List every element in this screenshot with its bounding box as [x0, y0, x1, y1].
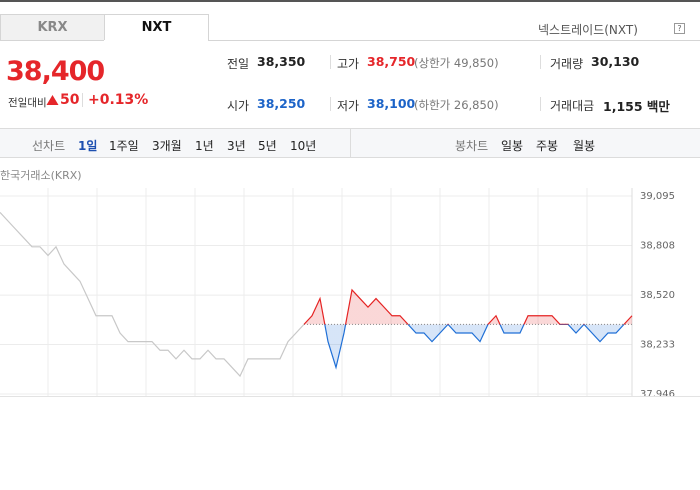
change: 50 — [60, 92, 80, 108]
stat-value: 30,130 — [591, 54, 640, 69]
y-tick-label: 39,095 — [640, 191, 675, 202]
chart-area: 한국거래소(KRX) 39,095 38,808 38,520 38,233 37,94… — [0, 158, 700, 397]
candle-chart-label: 봉차트 — [455, 139, 489, 153]
sep — [540, 97, 541, 111]
period-button[interactable]: 1년 — [195, 139, 214, 153]
line — [0, 211, 305, 378]
period-button[interactable]: 주봉 — [536, 139, 559, 153]
period-button[interactable]: 월봉 — [573, 139, 596, 153]
sep — [330, 55, 331, 69]
period-button[interactable]: 1주일 — [109, 139, 139, 153]
period-button[interactable]: 3개월 — [152, 139, 182, 153]
sep — [540, 55, 541, 69]
period-button[interactable]: 3년 — [227, 139, 246, 153]
stat-label: 거래량 — [550, 57, 584, 71]
stat-label: 시가 — [227, 99, 250, 113]
y-tick-label: 38,520 — [640, 290, 675, 301]
line-chart-label: 선차트 — [32, 139, 66, 153]
stat-note: (상한가 49,850) — [414, 56, 499, 70]
up-triangle — [46, 95, 59, 105]
change-label: 전일대비 — [8, 97, 47, 109]
stat-label: 전일 — [227, 57, 250, 71]
tab-gap — [104, 40, 208, 41]
stat-value: 38,750 — [367, 54, 416, 69]
sep — [330, 97, 331, 111]
period-button[interactable]: 일봉 — [501, 139, 524, 153]
chart: 한국거래소(KRX) 39,095 38,808 38,520 38,233 37,94… — [0, 169, 675, 397]
sep — [82, 93, 83, 107]
y-tick-label: 37,946 — [640, 389, 675, 397]
stat-label: 거래대금 — [550, 99, 595, 113]
stat-label: 저가 — [337, 99, 360, 113]
stat-value: 38,250 — [257, 96, 306, 111]
chart-title: 한국거래소(KRX) — [0, 169, 82, 182]
chart-bottom — [0, 396, 700, 397]
tab-border — [0, 40, 700, 41]
help-icon[interactable]: ? — [674, 23, 685, 34]
y-tick-label: 38,808 — [640, 240, 675, 251]
period-button[interactable]: 5년 — [258, 139, 277, 153]
area — [304, 289, 632, 368]
stat-note: (하한가 26,850) — [414, 98, 499, 112]
top-bar — [0, 0, 700, 2]
stat-value: 38,350 — [257, 54, 306, 69]
bar-divider — [350, 129, 351, 157]
stat-value: 38,100 — [367, 96, 416, 111]
stat-label: 고가 — [337, 57, 360, 71]
stat-value: 1,155 백만 — [603, 99, 670, 114]
line — [303, 288, 633, 370]
period-button[interactable]: 1일 — [78, 139, 98, 153]
tab[interactable]: KRX — [0, 14, 105, 41]
period-button[interactable]: 10년 — [290, 139, 317, 153]
market-name: 넥스트레이드(NXT) — [538, 23, 638, 37]
y-tick-label: 38,233 — [640, 340, 675, 351]
up-arrow — [46, 95, 59, 105]
change-rate: +0.13% — [88, 92, 149, 108]
tab-active[interactable]: NXT — [104, 14, 209, 41]
current-price: 38,400 — [6, 56, 105, 87]
